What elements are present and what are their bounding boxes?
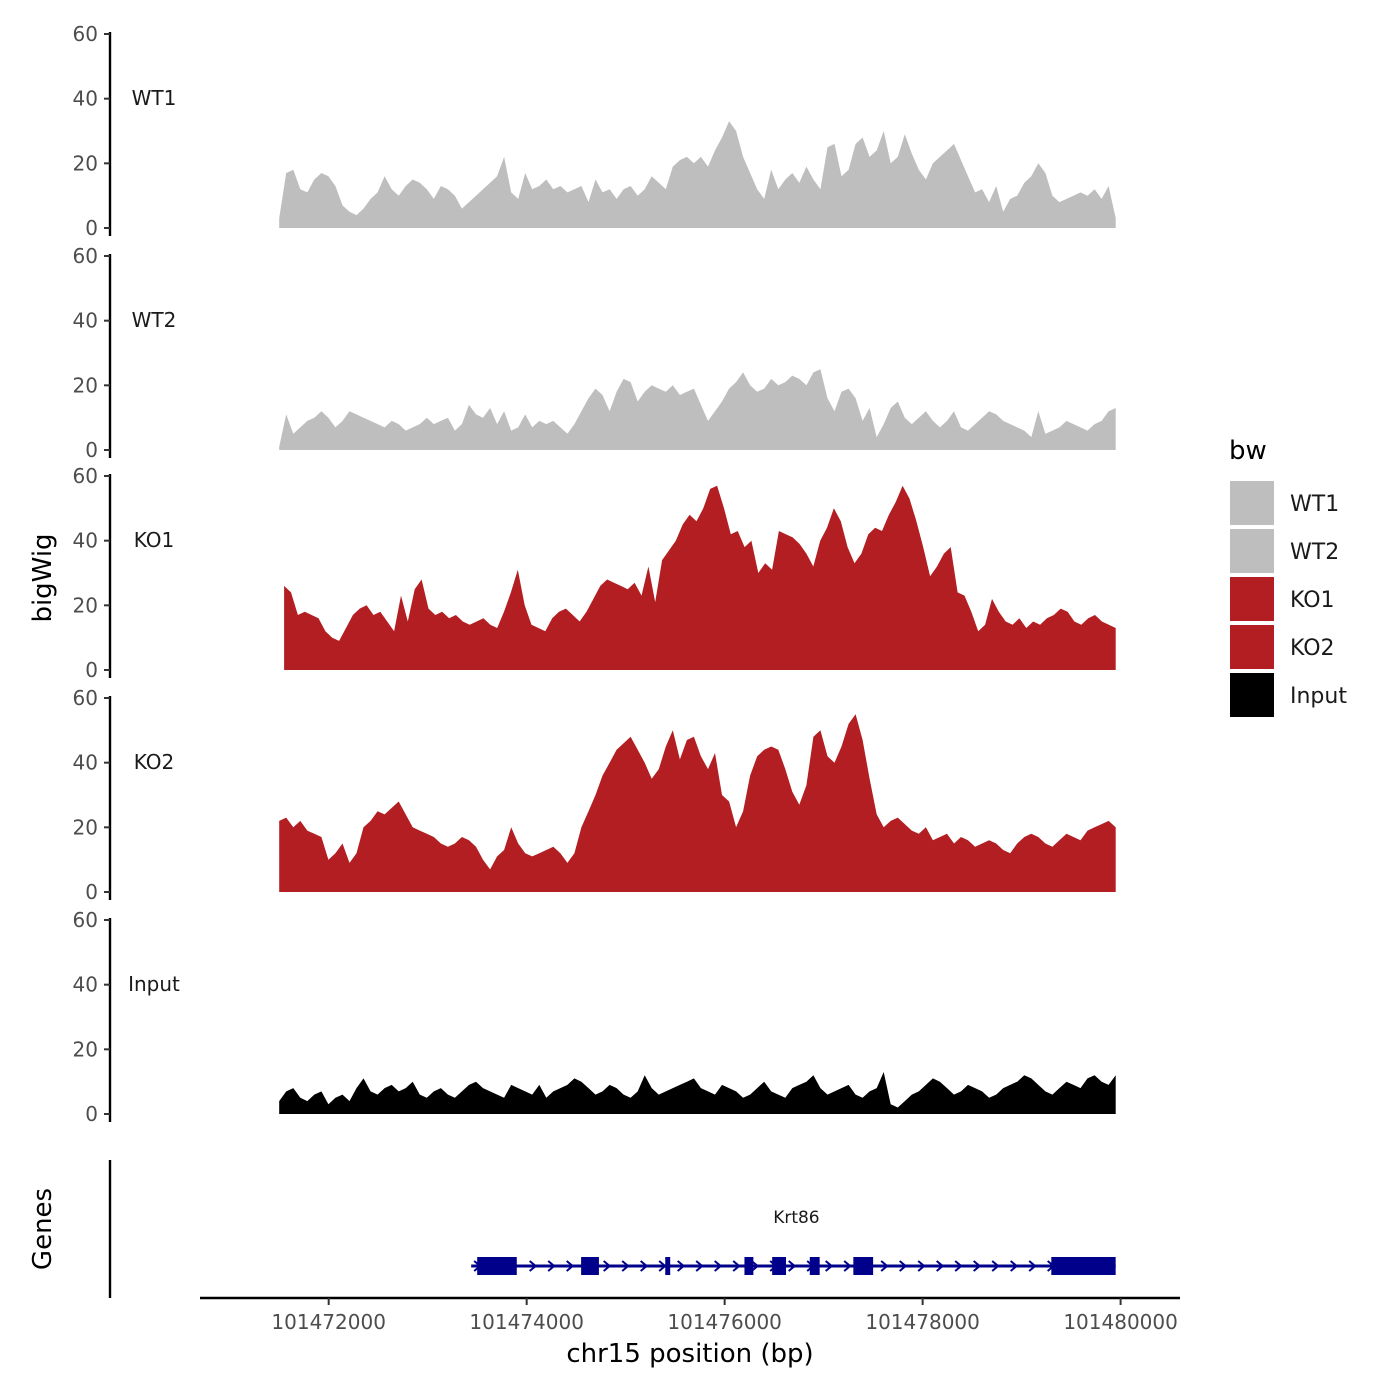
gene-exon bbox=[809, 1257, 820, 1275]
y-tick-label: 60 bbox=[73, 244, 98, 268]
y-tick-label: 20 bbox=[73, 815, 98, 839]
x-tick-label: 101478000 bbox=[865, 1310, 980, 1334]
y-tick-label: 20 bbox=[73, 593, 98, 617]
gene-exon bbox=[665, 1257, 671, 1275]
x-axis: 101472000 101474000 101476000 101478000 1014… bbox=[200, 1296, 1180, 1369]
area-input bbox=[279, 1072, 1116, 1114]
strand-chevron bbox=[1028, 1260, 1037, 1272]
y-tick-label: 40 bbox=[73, 87, 98, 111]
y-tick-label: 60 bbox=[73, 686, 98, 710]
strand-chevron bbox=[880, 1260, 889, 1272]
strand-chevron bbox=[529, 1260, 538, 1272]
y-tick-label: 20 bbox=[73, 151, 98, 175]
y-tick-label: 60 bbox=[73, 908, 98, 932]
gene-exon bbox=[1051, 1257, 1116, 1275]
track-ko1: 0 20 40 60 KO1 bbox=[73, 464, 1116, 682]
track-wt2: 0 20 40 60 WT2 bbox=[73, 244, 1116, 462]
track-label: KO2 bbox=[134, 750, 175, 774]
legend-label: WT2 bbox=[1290, 540, 1339, 565]
y-tick-label: 40 bbox=[73, 973, 98, 997]
strand-chevron bbox=[954, 1260, 963, 1272]
strand-chevron bbox=[973, 1260, 982, 1272]
track-label: Input bbox=[128, 972, 180, 996]
legend-title: bw bbox=[1229, 436, 1267, 466]
strand-chevron bbox=[621, 1260, 630, 1272]
y-tick-label: 40 bbox=[73, 309, 98, 333]
strand-chevron bbox=[603, 1260, 612, 1272]
y-tick-label: 60 bbox=[73, 22, 98, 46]
area-wt2 bbox=[279, 369, 1116, 450]
y-tick-label: 0 bbox=[85, 1102, 98, 1126]
track-ko2: 0 20 40 60 KO2 bbox=[73, 686, 1116, 904]
genes-panel-title: Genes bbox=[28, 1188, 58, 1270]
area-ko2 bbox=[279, 714, 1116, 892]
strand-chevron bbox=[677, 1260, 686, 1272]
gene-exon bbox=[581, 1257, 599, 1275]
strand-chevron bbox=[566, 1260, 575, 1272]
strand-chevron bbox=[788, 1260, 797, 1272]
area-ko1 bbox=[284, 485, 1116, 670]
track-label: WT2 bbox=[132, 308, 177, 332]
legend-label: Input bbox=[1290, 684, 1347, 709]
y-tick-label: 0 bbox=[85, 438, 98, 462]
strand-chevron bbox=[547, 1260, 556, 1272]
strand-chevron bbox=[917, 1260, 926, 1272]
area-wt1 bbox=[279, 121, 1116, 228]
strand-chevron bbox=[899, 1260, 908, 1272]
gene-krt86: Krt86 bbox=[471, 1208, 1116, 1275]
x-tick-label: 101480000 bbox=[1063, 1310, 1178, 1334]
y-axis-title: bigWig bbox=[28, 533, 58, 622]
gene-label: Krt86 bbox=[773, 1208, 819, 1228]
y-tick-label: 60 bbox=[73, 464, 98, 488]
strand-chevron bbox=[695, 1260, 704, 1272]
strand-chevron bbox=[640, 1260, 649, 1272]
legend-label: KO1 bbox=[1290, 588, 1335, 613]
track-label: WT1 bbox=[132, 86, 177, 110]
strand-chevron bbox=[843, 1260, 852, 1272]
gene-exon bbox=[744, 1257, 754, 1275]
gene-exon bbox=[477, 1257, 517, 1275]
legend-key-wt1 bbox=[1228, 479, 1276, 527]
y-tick-label: 20 bbox=[73, 373, 98, 397]
x-tick-label: 101474000 bbox=[469, 1310, 584, 1334]
y-tick-label: 40 bbox=[73, 751, 98, 775]
strand-chevron bbox=[825, 1260, 834, 1272]
strand-chevron bbox=[658, 1260, 667, 1272]
strand-chevron bbox=[714, 1260, 723, 1272]
y-tick-label: 0 bbox=[85, 216, 98, 240]
x-axis-title: chr15 position (bp) bbox=[566, 1339, 813, 1369]
strand-chevron bbox=[751, 1260, 760, 1272]
strand-chevron bbox=[1010, 1260, 1019, 1272]
track-label: KO1 bbox=[134, 528, 175, 552]
y-tick-label: 20 bbox=[73, 1037, 98, 1061]
legend-key-ko2 bbox=[1228, 623, 1276, 671]
strand-chevron bbox=[991, 1260, 1000, 1272]
genes-panel: Genes Krt86 bbox=[28, 1160, 1116, 1298]
track-input: 0 20 40 60 Input bbox=[73, 908, 1116, 1126]
strand-chevron bbox=[936, 1260, 945, 1272]
x-tick-label: 101476000 bbox=[667, 1310, 782, 1334]
legend-label: WT1 bbox=[1290, 492, 1339, 517]
legend: bw WT1 WT2 KO1 KO2 Input bbox=[1228, 436, 1347, 719]
y-tick-label: 40 bbox=[73, 529, 98, 553]
y-tick-label: 0 bbox=[85, 658, 98, 682]
gene-exon bbox=[772, 1257, 787, 1275]
legend-key-input bbox=[1228, 671, 1276, 719]
x-tick-label: 101472000 bbox=[271, 1310, 386, 1334]
y-tick-label: 0 bbox=[85, 880, 98, 904]
legend-key-ko1 bbox=[1228, 575, 1276, 623]
gene-exon bbox=[853, 1257, 874, 1275]
track-wt1: 0 20 40 60 WT1 bbox=[73, 22, 1116, 240]
legend-label: KO2 bbox=[1290, 636, 1335, 661]
strand-chevron bbox=[732, 1260, 741, 1272]
legend-key-wt2 bbox=[1228, 527, 1276, 575]
